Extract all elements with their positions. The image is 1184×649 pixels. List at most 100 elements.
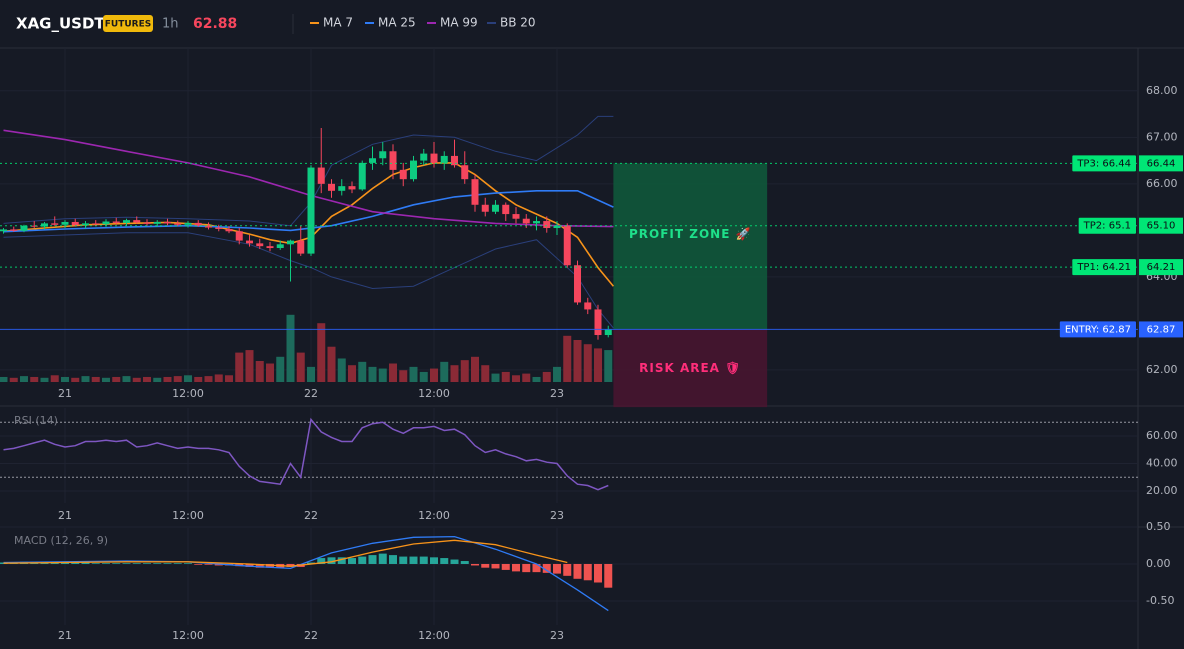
- x-tick-label: 23: [550, 629, 564, 642]
- candle-body: [430, 153, 438, 163]
- histogram-bar: [153, 563, 162, 564]
- candle-body: [0, 229, 7, 232]
- zone: [613, 163, 768, 330]
- candle-body: [481, 204, 489, 212]
- volume-bar: [245, 350, 254, 382]
- histogram-bar: [214, 563, 223, 566]
- axis-label: 65.10: [1147, 221, 1176, 232]
- level-label: ENTRY: 62.87: [1065, 324, 1131, 335]
- volume-bar: [450, 365, 459, 382]
- volume-bar: [296, 352, 305, 382]
- x-tick-label: 23: [550, 387, 564, 400]
- candle-body: [399, 169, 407, 180]
- candle-body: [61, 221, 69, 225]
- volume-bar: [142, 376, 151, 382]
- histogram-bar: [306, 562, 315, 564]
- indicator-line: [3, 190, 614, 233]
- histogram-bar: [112, 563, 121, 564]
- volume-bar: [542, 371, 551, 382]
- histogram-bar: [512, 563, 521, 572]
- x-tick-label: 12:00: [172, 629, 204, 642]
- level-label: TP3: 66.44: [1076, 158, 1131, 169]
- histogram-bar: [194, 563, 203, 565]
- volume-bar: [409, 366, 418, 382]
- histogram-bar: [460, 561, 469, 564]
- histogram-bar: [522, 563, 531, 573]
- x-tick-label: 12:00: [172, 387, 204, 400]
- candle-body: [420, 153, 428, 161]
- volume-bar: [224, 375, 233, 382]
- candle-body: [297, 240, 305, 254]
- volume-bar: [153, 377, 162, 382]
- candle-body: [338, 186, 346, 191]
- x-tick-label: 22: [304, 387, 318, 400]
- volume-bar: [337, 358, 346, 382]
- candle-body: [215, 227, 223, 229]
- histogram-bar: [501, 563, 510, 570]
- candle-body: [594, 309, 602, 336]
- histogram-bar: [204, 563, 213, 565]
- histogram-bar: [101, 563, 110, 564]
- y-tick-label: 40.00: [1146, 457, 1178, 470]
- candle-body: [256, 243, 264, 247]
- candle-body: [112, 221, 120, 223]
- histogram-bar: [378, 553, 387, 564]
- candle-body: [368, 158, 376, 163]
- histogram-bar: [399, 556, 408, 564]
- volume-bar: [19, 376, 28, 382]
- volume-bar: [286, 314, 295, 382]
- volume-bar: [9, 377, 18, 382]
- volume-bar: [419, 371, 428, 382]
- y-tick-label: 62.00: [1146, 363, 1178, 376]
- volume-bar: [430, 368, 439, 382]
- candle-body: [348, 186, 356, 190]
- candle-body: [266, 246, 274, 249]
- histogram-bar: [481, 563, 490, 568]
- histogram-bar: [265, 563, 274, 568]
- candle-body: [327, 183, 335, 191]
- candle-body: [92, 223, 100, 225]
- y-tick-label: 20.00: [1146, 484, 1178, 497]
- volume-bar: [71, 377, 80, 382]
- histogram-bar: [563, 563, 572, 576]
- candle-body: [358, 162, 366, 190]
- badge: FUTURES: [105, 20, 151, 30]
- histogram-bar: [553, 563, 562, 574]
- volume-bar: [255, 361, 264, 382]
- candle-body: [286, 240, 294, 245]
- histogram-bar: [183, 563, 192, 564]
- volume-bar: [522, 373, 531, 382]
- candle-body: [20, 225, 28, 231]
- histogram-bar: [430, 557, 439, 564]
- volume-bar: [368, 366, 377, 382]
- candle-body: [30, 225, 38, 227]
- candle-body: [71, 221, 79, 226]
- y-tick-label: 68.00: [1146, 84, 1178, 97]
- volume-bar: [60, 376, 69, 382]
- candle-body: [512, 214, 520, 219]
- volume-bar: [194, 376, 203, 382]
- volume-bar: [604, 350, 613, 382]
- x-tick-label: 21: [58, 387, 72, 400]
- x-tick-label: 21: [58, 509, 72, 522]
- histogram-bar: [60, 562, 69, 564]
- histogram-bar: [91, 563, 100, 564]
- level-label-bg: [1072, 155, 1136, 172]
- histogram-bar: [358, 556, 367, 564]
- histogram-bar: [573, 563, 582, 579]
- volume-bar: [112, 376, 121, 382]
- x-tick-label: 12:00: [418, 509, 450, 522]
- x-tick-label: 22: [304, 509, 318, 522]
- candle-body: [461, 165, 469, 180]
- histogram-bar: [81, 562, 90, 564]
- volume-bar: [101, 377, 110, 382]
- histogram-bar: [245, 563, 254, 567]
- y-tick-label: 66.00: [1146, 177, 1178, 190]
- volume-bar: [471, 356, 480, 382]
- candle-body: [10, 229, 18, 231]
- candle-body: [81, 223, 89, 226]
- histogram-bar: [255, 563, 264, 568]
- legend-label: BB 20: [500, 16, 536, 30]
- level-label-bg: [1059, 321, 1136, 338]
- last-price: 62.88: [193, 16, 237, 32]
